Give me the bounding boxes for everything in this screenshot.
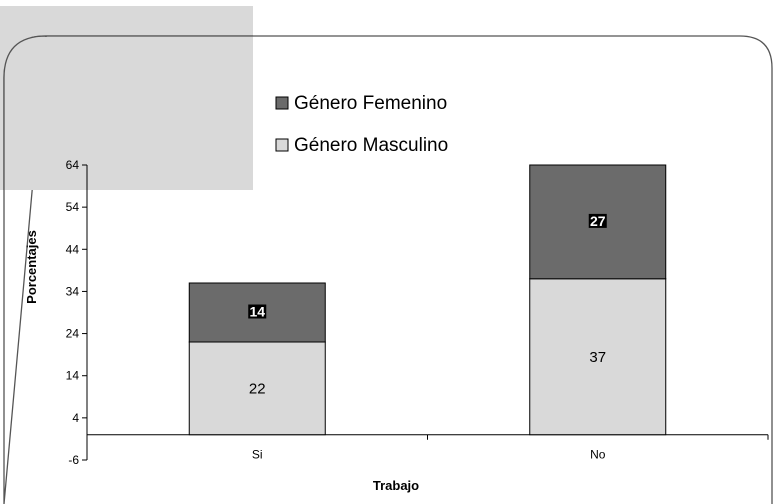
- legend: Género Femenino Género Masculino: [275, 93, 448, 156]
- bar-segment: [529, 278, 667, 436]
- y-tick-label: 24: [66, 327, 80, 341]
- data-label-background: [588, 213, 607, 228]
- x-tick-label: No: [590, 448, 606, 462]
- y-tick-label: 4: [72, 411, 79, 425]
- x-axis-label: Trabajo: [373, 478, 419, 493]
- axes: -6 4 14 24 34 44 54 64: [66, 158, 769, 467]
- y-tick-label: 54: [66, 200, 80, 214]
- data-label-background: [248, 304, 267, 319]
- data-label: 14: [249, 304, 265, 320]
- data-label: 27: [590, 213, 606, 229]
- bar-segment: [188, 341, 326, 436]
- background-tab-overlap: [4, 37, 253, 190]
- data-label: 22: [249, 380, 266, 397]
- y-tick-label: 44: [66, 242, 80, 256]
- legend-swatch: [275, 96, 289, 110]
- legend-swatch: [275, 138, 289, 152]
- bars: 22 14 Si 37 27 No: [188, 164, 667, 462]
- y-axis-label: Porcentajes: [24, 230, 39, 304]
- legend-label: Género Femenino: [294, 93, 447, 114]
- y-tick-label: 14: [66, 369, 80, 383]
- y-tick-label: -6: [68, 453, 79, 467]
- data-label: 37: [589, 349, 606, 366]
- legend-label: Género Masculino: [294, 135, 448, 156]
- y-tick-label: 64: [66, 158, 80, 172]
- y-tick-label: 34: [66, 284, 80, 298]
- x-tick-label: Si: [252, 448, 263, 462]
